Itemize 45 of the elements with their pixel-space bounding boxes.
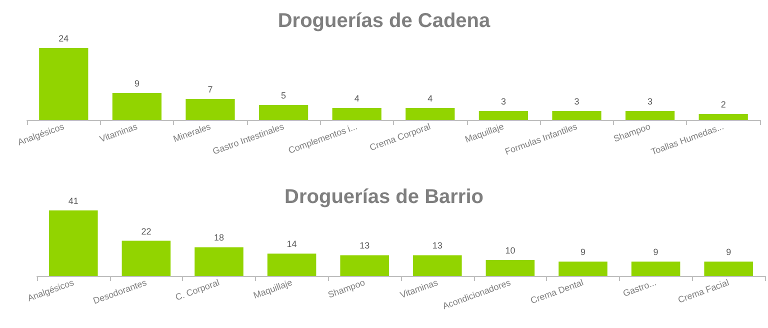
bar — [486, 260, 535, 276]
data-label: 4 — [354, 94, 360, 104]
bar — [698, 114, 748, 120]
data-label: 13 — [432, 240, 442, 251]
bar — [478, 111, 528, 120]
data-label: 14 — [286, 239, 297, 250]
bar — [39, 48, 88, 120]
x-tick-label: Crema Dental — [529, 277, 585, 306]
data-label: 18 — [214, 232, 224, 243]
data-label: 5 — [281, 90, 286, 100]
chart-title: Droguerías de Cadena — [278, 10, 492, 32]
data-label: 24 — [58, 34, 69, 44]
data-label: 9 — [580, 247, 586, 258]
bar — [631, 262, 680, 276]
bar — [332, 108, 382, 120]
bar — [552, 111, 602, 120]
data-label: 3 — [648, 96, 653, 106]
x-tick-label: Crema Facial — [676, 277, 730, 305]
bar — [122, 240, 171, 276]
bar — [194, 247, 244, 276]
data-label: 22 — [141, 226, 152, 236]
data-label: 41 — [68, 196, 78, 206]
bar — [267, 254, 316, 276]
bar — [186, 99, 235, 120]
bar — [258, 105, 308, 120]
data-label: 3 — [574, 96, 580, 106]
chart-title: Droguerías de Barrio — [284, 186, 484, 208]
bar — [625, 111, 675, 120]
data-label: 13 — [360, 240, 370, 251]
bar — [413, 255, 462, 276]
data-label: 3 — [500, 96, 506, 106]
data-label: 4 — [428, 94, 433, 104]
data-label: 9 — [653, 247, 658, 258]
bar — [112, 93, 162, 120]
data-label: 10 — [505, 246, 516, 256]
bar — [704, 262, 753, 276]
bar — [406, 108, 455, 120]
bar — [49, 210, 98, 276]
bar — [340, 255, 389, 276]
data-label: 9 — [134, 78, 140, 88]
bar — [558, 262, 608, 276]
data-label: 9 — [726, 247, 732, 258]
data-label: 2 — [720, 100, 726, 110]
data-label: 7 — [208, 84, 213, 94]
x-tick-label: Gastro... — [622, 277, 658, 298]
